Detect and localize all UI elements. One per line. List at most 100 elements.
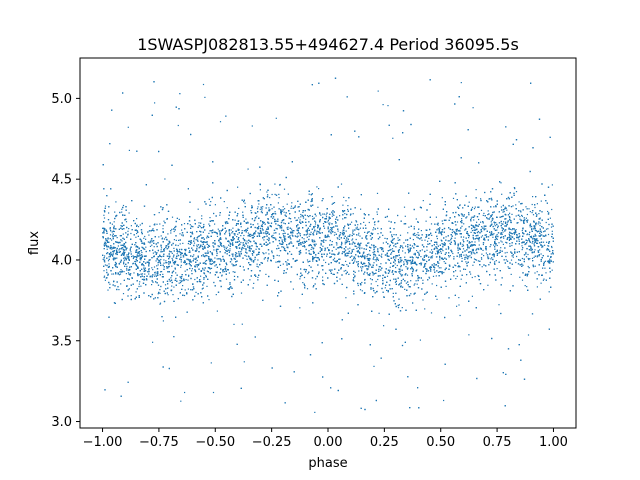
data-point: [154, 102, 156, 104]
data-point: [526, 233, 529, 235]
data-point: [185, 279, 187, 281]
data-point: [482, 214, 484, 216]
data-point: [244, 254, 246, 256]
data-point: [252, 254, 254, 256]
data-point: [536, 242, 539, 244]
data-point: [330, 269, 332, 271]
data-point: [178, 218, 180, 220]
data-point: [114, 261, 117, 263]
data-point: [436, 298, 438, 300]
data-point: [306, 229, 308, 231]
data-point: [403, 242, 405, 244]
data-point: [354, 224, 356, 226]
data-point: [515, 191, 518, 193]
data-point: [323, 213, 325, 215]
data-point: [163, 250, 165, 252]
data-point: [135, 229, 137, 231]
data-point: [373, 262, 375, 264]
data-point: [205, 274, 207, 277]
data-point: [378, 266, 380, 268]
data-point: [546, 241, 548, 243]
data-point: [483, 212, 485, 214]
data-point: [455, 270, 457, 272]
data-point: [395, 267, 397, 269]
data-point: [111, 248, 113, 250]
data-point: [542, 279, 544, 281]
data-point: [160, 249, 162, 251]
data-point: [226, 246, 228, 248]
data-point: [171, 257, 173, 260]
data-point: [253, 235, 255, 238]
data-point: [228, 272, 230, 274]
data-point: [161, 251, 163, 253]
data-point: [342, 251, 344, 253]
data-point: [245, 218, 247, 220]
data-point: [550, 259, 552, 261]
data-point: [308, 265, 310, 267]
data-point: [430, 255, 432, 258]
data-point: [366, 269, 368, 271]
data-point: [527, 253, 529, 256]
data-point: [184, 270, 186, 272]
data-point: [109, 227, 111, 229]
data-point: [369, 273, 371, 275]
data-point: [123, 246, 126, 248]
data-point: [511, 229, 513, 231]
data-point: [549, 217, 551, 219]
data-point: [103, 227, 105, 229]
data-point: [202, 269, 204, 271]
data-point: [306, 215, 309, 217]
data-point: [480, 209, 483, 211]
data-point: [123, 251, 125, 254]
data-point: [181, 229, 183, 231]
data-point: [364, 255, 366, 257]
data-point: [141, 273, 144, 275]
data-point: [296, 226, 298, 228]
data-point: [232, 265, 234, 267]
data-point: [468, 237, 470, 239]
data-point: [112, 247, 114, 249]
data-point: [216, 310, 218, 312]
data-point: [462, 248, 465, 250]
data-point: [537, 223, 539, 225]
data-point: [369, 263, 371, 265]
data-point: [426, 249, 428, 251]
data-point: [442, 243, 444, 245]
data-point: [283, 235, 285, 237]
data-point: [490, 234, 492, 236]
data-point: [270, 226, 272, 228]
data-point: [377, 90, 379, 92]
data-point: [159, 223, 161, 225]
data-point: [394, 281, 397, 283]
data-point: [232, 242, 234, 244]
data-point: [455, 230, 458, 232]
data-point: [529, 226, 531, 228]
data-point: [103, 275, 106, 277]
data-point: [527, 257, 529, 260]
data-point: [206, 259, 208, 262]
data-point: [128, 228, 130, 230]
data-point: [267, 231, 269, 233]
data-point: [397, 307, 400, 309]
data-point: [107, 289, 109, 291]
data-point: [544, 260, 547, 262]
data-point: [153, 275, 156, 277]
data-point: [231, 240, 233, 242]
data-point: [223, 271, 225, 273]
data-point: [267, 232, 269, 234]
data-point: [153, 246, 155, 248]
data-point: [458, 297, 460, 299]
data-point: [171, 265, 173, 267]
data-point: [440, 252, 442, 254]
data-point: [405, 266, 407, 268]
data-point: [470, 217, 472, 219]
data-point: [331, 269, 333, 271]
data-point: [164, 178, 166, 180]
data-point: [208, 223, 210, 225]
data-point: [480, 257, 483, 259]
data-point: [533, 227, 535, 229]
data-point: [104, 261, 106, 263]
data-point: [529, 240, 531, 242]
data-point: [502, 243, 504, 245]
data-point: [193, 237, 196, 239]
